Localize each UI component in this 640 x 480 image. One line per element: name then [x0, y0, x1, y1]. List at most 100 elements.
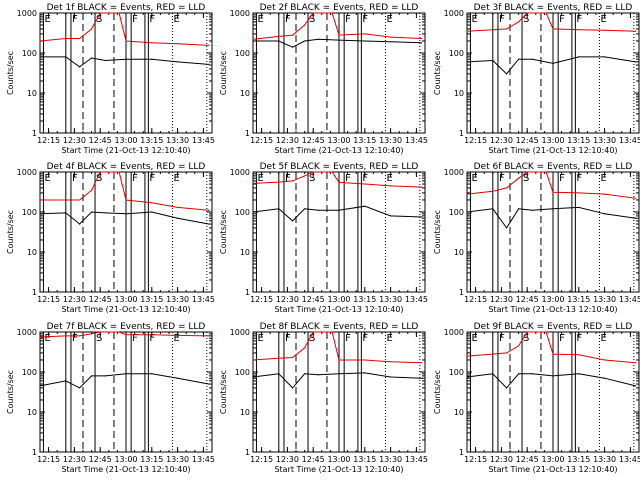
series-lld-line — [466, 331, 636, 364]
series-lld-point — [207, 44, 210, 46]
series-lld-point — [78, 199, 81, 201]
y-tick-label: 10 — [27, 248, 37, 257]
series-lld-point — [535, 331, 537, 333]
series-lld-point — [526, 331, 528, 333]
series-events-line — [466, 56, 636, 75]
series-lld-point — [108, 12, 110, 14]
x-tick-label: 12:30 — [490, 136, 513, 145]
x-tick-label: 13:45 — [405, 136, 428, 145]
y-tick-label: 1000 — [444, 168, 464, 177]
series-events-point — [151, 211, 153, 213]
x-tick-label: 12:30 — [490, 455, 513, 464]
series-events-point — [338, 209, 340, 211]
series-lld-point — [312, 171, 314, 173]
y-tick-label: 1000 — [17, 9, 37, 18]
series-events-point — [278, 40, 280, 42]
series-events-point — [91, 211, 93, 213]
series-events-point — [39, 56, 41, 58]
series-lld-point — [118, 12, 120, 14]
series-events-point — [505, 227, 508, 229]
y-tick-label: 100 — [22, 208, 37, 217]
panel-7: Det 7f BLACK = Events, RED = LLD 1 10 100 10… — [6, 322, 215, 474]
series-events-point — [420, 216, 423, 218]
x-tick-label: 12:45 — [302, 136, 325, 145]
interval-marker-label: E — [44, 173, 50, 184]
x-axis-label: Start Time (21-Oct-13 12:10:40) — [61, 465, 190, 474]
series-lld-line — [466, 171, 636, 199]
x-tick-label: 13:15 — [140, 455, 163, 464]
x-tick-label: 13:45 — [619, 295, 640, 304]
y-axis-label: Counts/sec — [219, 370, 228, 414]
interval-marker-label: E — [471, 173, 477, 184]
series-events-point — [634, 217, 637, 219]
series-events-point — [338, 39, 340, 41]
series-events-point — [125, 58, 127, 60]
panel-1: Det 1f BLACK = Events, RED = LLD 1 10 100 10… — [6, 3, 215, 155]
y-tick-label: 1 — [459, 448, 464, 457]
interval-marker-label: F — [132, 173, 138, 184]
interval-marker-label: S — [309, 333, 315, 344]
series-events-point — [531, 58, 533, 60]
interval-marker-label: E — [600, 333, 606, 344]
series-events-point — [317, 374, 319, 376]
series-lld-point — [278, 357, 280, 359]
interval-marker-label: F — [576, 333, 582, 344]
panel-4: Det 4f BLACK = Events, RED = LLD 1 10 100 10… — [6, 162, 215, 314]
series-lld-point — [518, 345, 520, 347]
series-events-point — [304, 208, 306, 210]
y-axis-label: Counts/sec — [433, 370, 442, 414]
x-tick-label: 12:30 — [490, 295, 513, 304]
y-axis-label: Counts/sec — [6, 51, 15, 95]
series-lld-line — [40, 171, 209, 211]
series-events-point — [278, 208, 280, 210]
series-events-line — [253, 38, 422, 48]
interval-marker-label: S — [309, 14, 315, 25]
panel-2: Det 2f BLACK = Events, RED = LLD 1 10 100 10… — [219, 3, 428, 155]
series-lld-point — [364, 33, 366, 35]
series-lld-point — [331, 331, 333, 333]
series-events-point — [492, 59, 494, 62]
series-events-point — [252, 211, 254, 213]
x-tick-label: 12:30 — [276, 136, 299, 145]
series-events-point — [78, 387, 81, 389]
series-lld-point — [518, 21, 520, 23]
series-events-point — [291, 220, 294, 222]
x-axis-label: Start Time (21-Oct-13 12:10:40) — [488, 305, 617, 314]
series-lld-point — [364, 183, 366, 185]
x-tick-label: 13:15 — [353, 136, 376, 145]
interval-marker-label: E — [257, 333, 263, 344]
series-events-point — [65, 380, 67, 382]
series-events-point — [151, 58, 153, 60]
x-tick-label: 13:30 — [166, 295, 189, 304]
series-events-line — [40, 56, 209, 68]
interval-marker-label: S — [309, 173, 315, 184]
y-axis-label: Counts/sec — [219, 51, 228, 95]
x-tick-label: 12:15 — [250, 455, 273, 464]
series-events-point — [125, 213, 127, 215]
y-tick-label: 10 — [27, 408, 37, 417]
series-lld-point — [338, 181, 340, 183]
series-events-point — [604, 213, 606, 215]
x-tick-label: 13:15 — [567, 136, 590, 145]
series-events-line — [466, 206, 636, 229]
series-events-point — [552, 62, 554, 64]
series-events-point — [578, 373, 580, 375]
x-tick-label: 13:45 — [619, 136, 640, 145]
series-events-point — [304, 40, 306, 42]
interval-marker-label: F — [345, 173, 351, 184]
series-events-point — [634, 61, 637, 63]
series-lld-point — [125, 40, 127, 42]
x-axis-label: Start Time (21-Oct-13 12:10:40) — [488, 146, 617, 155]
interval-marker-label: F — [149, 173, 155, 184]
series-events-point — [420, 42, 423, 44]
series-lld-point — [545, 331, 547, 333]
series-lld-point — [118, 331, 120, 333]
series-events-point — [492, 208, 494, 210]
x-tick-label: 12:15 — [464, 455, 487, 464]
x-tick-label: 12:45 — [302, 295, 325, 304]
series-lld-point — [526, 171, 528, 173]
series-lld-point — [505, 28, 508, 30]
series-events-point — [317, 38, 319, 40]
series-events-point — [291, 387, 294, 389]
series-events-point — [104, 59, 106, 62]
